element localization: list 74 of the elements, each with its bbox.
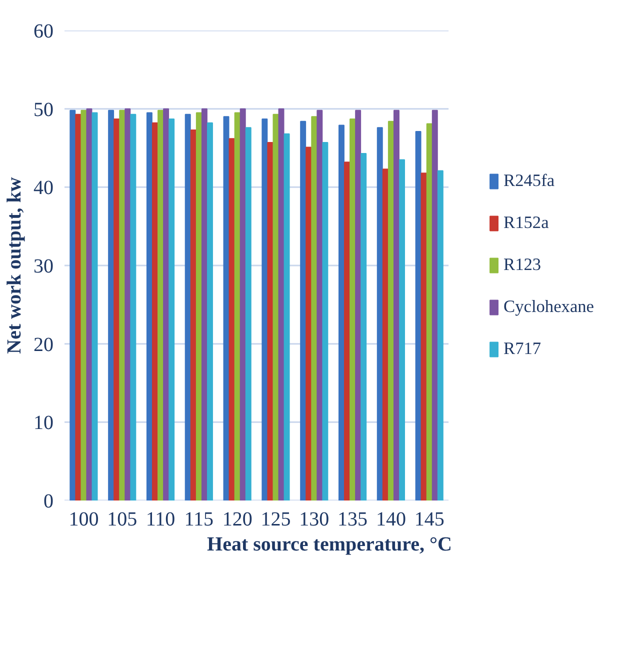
- x-tick-label: 140: [376, 508, 406, 530]
- y-tick-label: 20: [34, 334, 54, 356]
- bar: [163, 108, 170, 500]
- bar: [228, 138, 235, 500]
- bar: [240, 108, 246, 500]
- bar: [70, 110, 76, 500]
- bar: [245, 127, 252, 500]
- y-tick-label: 50: [34, 98, 54, 121]
- bar: [196, 112, 202, 500]
- bar: [399, 159, 405, 500]
- x-tick-label: 135: [338, 508, 368, 530]
- bar: [114, 118, 120, 500]
- bar: [158, 110, 164, 500]
- bar: [376, 127, 383, 500]
- bar: [311, 116, 318, 500]
- legend-label: R245fa: [504, 171, 555, 191]
- bar: [223, 116, 230, 500]
- bar: [92, 112, 98, 500]
- bar: [80, 110, 87, 500]
- bar: [75, 114, 82, 500]
- bar: [420, 172, 427, 500]
- bar: [146, 112, 152, 500]
- x-tick-label: 110: [146, 508, 176, 530]
- bar: [426, 123, 432, 500]
- bar: [437, 170, 444, 500]
- bar: [415, 131, 422, 500]
- bar: [344, 162, 350, 500]
- y-axis-title: Net work output, kw: [4, 176, 26, 354]
- y-tick-label: 60: [34, 20, 54, 42]
- x-tick-label: 115: [184, 508, 214, 530]
- bar: [382, 168, 388, 500]
- bar: [86, 108, 92, 500]
- bar: [152, 122, 158, 500]
- bar: [124, 108, 131, 500]
- bar: [168, 118, 175, 500]
- bar: [272, 114, 279, 500]
- x-axis-title: Heat source temperature, °C: [207, 534, 452, 556]
- bar: [360, 152, 367, 500]
- bar: [316, 110, 323, 500]
- legend-label: Cyclohexane: [504, 297, 594, 317]
- y-tick-label: 0: [44, 490, 54, 512]
- y-tick-label: 30: [34, 256, 54, 278]
- bar: [432, 110, 438, 500]
- x-tick-label: 100: [68, 508, 99, 530]
- bar: [306, 146, 312, 500]
- bar: [201, 108, 208, 500]
- bar: [190, 129, 196, 500]
- x-tick-label: 130: [299, 508, 330, 530]
- legend-label: R123: [504, 255, 542, 275]
- x-tick-label: 105: [107, 508, 138, 530]
- bar: [234, 112, 240, 500]
- bar: [130, 114, 136, 500]
- bar: [355, 110, 362, 500]
- bar: [206, 122, 213, 500]
- bar: [278, 108, 284, 500]
- x-tick-label: 145: [414, 508, 444, 530]
- bar: [350, 118, 356, 500]
- y-tick-label: 40: [34, 177, 54, 200]
- bar: [267, 142, 274, 500]
- bar: [338, 124, 344, 500]
- bar: [284, 133, 290, 500]
- y-tick-label: 10: [34, 412, 54, 434]
- bar: [184, 114, 191, 500]
- bar: [300, 120, 306, 500]
- bar: [393, 110, 400, 500]
- bar: [119, 110, 126, 500]
- bar: [322, 142, 328, 500]
- bar: [262, 118, 268, 500]
- bar: [388, 120, 394, 500]
- x-tick-label: 120: [222, 508, 252, 530]
- bar: [108, 110, 114, 500]
- x-tick-label: 125: [260, 508, 291, 530]
- legend-label: R152a: [504, 213, 549, 233]
- legend-label: R717: [504, 339, 542, 359]
